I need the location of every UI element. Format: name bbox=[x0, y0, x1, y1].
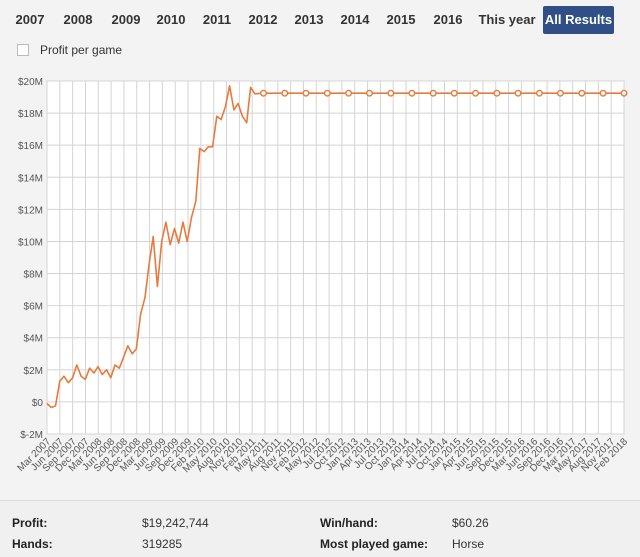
y-tick-label: $14M bbox=[18, 173, 43, 184]
profit-data-point bbox=[387, 89, 395, 97]
y-tick-label: $-2M bbox=[20, 430, 43, 441]
profit-data-point bbox=[514, 89, 522, 97]
year-tab-2009[interactable]: 2009 bbox=[111, 12, 141, 27]
profit-data-point bbox=[366, 89, 374, 97]
year-tab-2010[interactable]: 2010 bbox=[156, 12, 186, 27]
hands-stat-label: Hands: bbox=[12, 537, 53, 551]
stats-panel: Profit: $19,242,744 Hands: 319285 Win/ha… bbox=[0, 500, 640, 557]
year-tab-this-year[interactable]: This year bbox=[478, 12, 536, 27]
y-tick-label: $12M bbox=[18, 205, 43, 216]
y-tick-label: $20M bbox=[18, 77, 43, 88]
profit-data-point bbox=[408, 89, 416, 97]
y-tick-label: $4M bbox=[24, 334, 43, 345]
y-tick-label: $0 bbox=[32, 398, 44, 409]
year-tab-2015[interactable]: 2015 bbox=[386, 12, 416, 27]
profit-data-point bbox=[472, 89, 480, 97]
profit-data-point bbox=[281, 89, 289, 97]
most-played-stat-value: Horse bbox=[452, 537, 485, 551]
y-tick-label: $18M bbox=[18, 109, 43, 120]
y-tick-label: $16M bbox=[18, 141, 43, 152]
winhand-stat-label: Win/hand: bbox=[320, 516, 378, 530]
most-played-stat-label: Most played game: bbox=[320, 537, 429, 551]
profit-data-point bbox=[599, 89, 607, 97]
profit-data-point bbox=[535, 89, 543, 97]
year-tab-2013[interactable]: 2013 bbox=[294, 12, 324, 27]
profit-data-point bbox=[259, 89, 267, 97]
profit-data-point bbox=[429, 89, 437, 97]
profit-data-point bbox=[450, 89, 458, 97]
profit-per-game-checkbox[interactable] bbox=[17, 44, 29, 56]
chart-options: Profit per game bbox=[0, 38, 640, 66]
year-tab-2011[interactable]: 2011 bbox=[202, 12, 232, 27]
profit-chart-svg: $-2M $0 $2M $4M $6M $8M $10M $12M $14M $16M $18M $2… bbox=[15, 77, 630, 475]
y-tick-label: $10M bbox=[18, 237, 43, 248]
year-tab-2008[interactable]: 2008 bbox=[63, 12, 93, 27]
year-filter-bar: 2007 2008 2009 2010 2011 2012 2013 2014 2015 2016… bbox=[0, 0, 640, 38]
winhand-stat-value: $60.26 bbox=[452, 516, 489, 530]
profit-stat-label: Profit: bbox=[12, 516, 48, 530]
profit-data-point bbox=[620, 89, 628, 97]
y-tick-label: $6M bbox=[24, 302, 43, 313]
profit-data-point bbox=[556, 89, 564, 97]
year-tab-all-results[interactable]: All Results bbox=[543, 6, 614, 34]
profit-data-point bbox=[323, 89, 331, 97]
year-tab-2014[interactable]: 2014 bbox=[340, 12, 370, 27]
profit-stat-value: $19,242,744 bbox=[142, 516, 209, 530]
plot-background bbox=[46, 80, 625, 435]
profit-data-point bbox=[345, 89, 353, 97]
year-tab-2016[interactable]: 2016 bbox=[433, 12, 463, 27]
y-tick-label: $8M bbox=[24, 270, 43, 281]
profit-chart: $-2M $0 $2M $4M $6M $8M $10M $12M $14M $16M $18M $2… bbox=[0, 66, 640, 500]
profit-data-point bbox=[578, 89, 586, 97]
year-tab-2007[interactable]: 2007 bbox=[15, 12, 45, 27]
hands-stat-value: 319285 bbox=[142, 537, 183, 551]
profit-data-point bbox=[493, 89, 501, 97]
profit-per-game-label: Profit per game bbox=[40, 43, 123, 57]
profit-data-point bbox=[302, 89, 310, 97]
profit-series-line bbox=[46, 84, 624, 409]
year-tab-2012[interactable]: 2012 bbox=[248, 12, 278, 27]
y-tick-label: $2M bbox=[24, 366, 43, 377]
